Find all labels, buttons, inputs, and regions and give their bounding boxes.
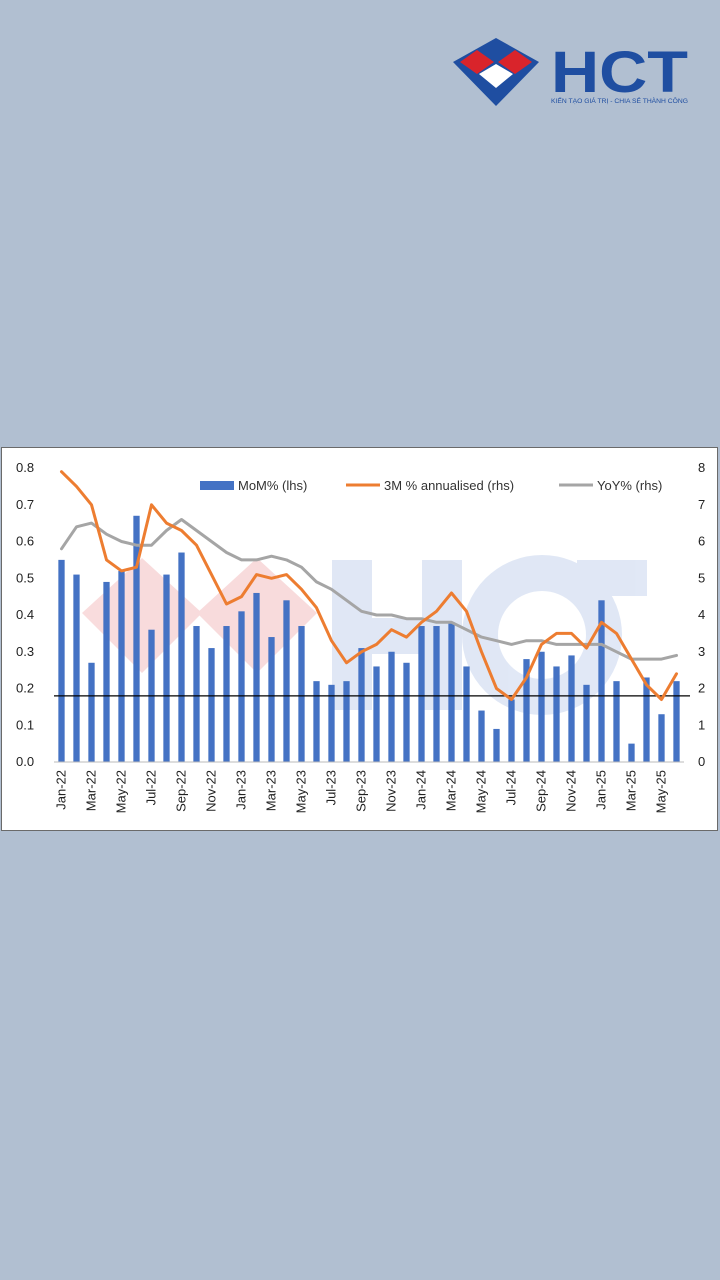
bar-mom bbox=[418, 626, 425, 762]
brand-tagline: KIẾN TẠO GIÁ TRỊ - CHIA SẺ THÀNH CÔNG bbox=[551, 95, 688, 105]
x-tick-label: Jul-23 bbox=[324, 770, 339, 805]
x-tick-label: Nov-24 bbox=[564, 770, 579, 812]
bar-mom bbox=[673, 681, 680, 762]
y-left-tick-label: 0.8 bbox=[16, 460, 34, 475]
line-yoy bbox=[60, 518, 678, 661]
hct-logo: HCT KIẾN TẠO GIÁ TRỊ - CHIA SẺ THÀNH CÔN… bbox=[450, 36, 695, 108]
chart-card: 0.0 0.1 0.2 0.3 0.4 0.5 0.6 0.7 0.8 0 1 2 3 4 5 6 7 8 Jan-… bbox=[1, 447, 718, 831]
y-left-tick-label: 0.5 bbox=[16, 570, 34, 585]
x-tick-label: Sep-22 bbox=[174, 770, 189, 812]
bar-mom bbox=[628, 743, 635, 762]
y-right-tick-label: 0 bbox=[698, 754, 705, 769]
bar-mom bbox=[58, 559, 65, 762]
bar-mom bbox=[178, 552, 185, 762]
bar-mom bbox=[553, 666, 560, 762]
chart-legend: MoM% (lhs) 3M % annualised (rhs) YoY% (rhs… bbox=[200, 478, 662, 493]
bar-mom bbox=[613, 681, 620, 762]
x-tick-label: Mar-24 bbox=[444, 770, 459, 811]
bar-mom bbox=[343, 681, 350, 762]
y-right-tick-label: 5 bbox=[698, 570, 705, 585]
x-tick-label: Sep-24 bbox=[534, 770, 549, 812]
bar-mom bbox=[103, 581, 110, 762]
y-left-tick-label: 0.2 bbox=[16, 681, 34, 696]
watermark-letter-stroke bbox=[332, 560, 372, 710]
bar-mom bbox=[508, 699, 515, 762]
legend-label: YoY% (rhs) bbox=[597, 478, 662, 493]
watermark-letter-stroke bbox=[422, 560, 462, 710]
x-tick-label: Jul-22 bbox=[144, 770, 159, 805]
brand-wordmark: HCT bbox=[551, 40, 688, 105]
y-left-tick-label: 0.0 bbox=[16, 754, 34, 769]
bar-mom bbox=[253, 592, 260, 762]
bar-mom bbox=[583, 684, 590, 762]
bar-mom bbox=[283, 600, 290, 762]
legend-swatch-bar bbox=[200, 481, 234, 490]
bar-mom bbox=[643, 677, 650, 762]
bar-mom bbox=[493, 728, 500, 762]
bar-mom bbox=[328, 684, 335, 762]
y-right-tick-label: 2 bbox=[698, 681, 705, 696]
x-tick-label: Jan-24 bbox=[414, 770, 429, 810]
bar-mom bbox=[598, 600, 605, 762]
y-left-tick-label: 0.6 bbox=[16, 534, 34, 549]
legend-label: MoM% (lhs) bbox=[238, 478, 307, 493]
x-tick-label: Mar-23 bbox=[264, 770, 279, 811]
x-tick-label: May-23 bbox=[294, 770, 309, 813]
watermark-logo bbox=[82, 555, 647, 715]
x-tick-label: Sep-23 bbox=[354, 770, 369, 812]
bar-mom bbox=[448, 622, 455, 762]
x-tick-label: Mar-22 bbox=[84, 770, 99, 811]
bar-mom bbox=[223, 626, 230, 762]
diamond-logo-mark bbox=[453, 38, 539, 106]
y-right-tick-label: 8 bbox=[698, 460, 705, 475]
bar-mom bbox=[268, 637, 275, 762]
y-left-tick-label: 0.1 bbox=[16, 717, 34, 732]
y-right-tick-label: 4 bbox=[698, 607, 705, 622]
x-tick-label: Jan-22 bbox=[54, 770, 69, 810]
x-tick-label: May-25 bbox=[654, 770, 669, 813]
watermark-letter-stroke bbox=[577, 560, 647, 596]
bar-mom bbox=[658, 714, 665, 762]
bar-mom bbox=[358, 648, 365, 762]
bar-mom bbox=[133, 515, 140, 762]
y-right-tick-label: 1 bbox=[698, 717, 705, 732]
y-right-tick-label: 7 bbox=[698, 497, 705, 512]
bar-mom bbox=[298, 626, 305, 762]
bar-mom bbox=[463, 666, 470, 762]
x-tick-label: May-22 bbox=[114, 770, 129, 813]
x-tick-label: Nov-22 bbox=[204, 770, 219, 812]
bar-mom bbox=[238, 611, 245, 762]
bar-mom bbox=[523, 659, 530, 762]
bar-mom bbox=[568, 655, 575, 762]
x-tick-label: Mar-25 bbox=[624, 770, 639, 811]
bar-mom bbox=[73, 574, 80, 762]
bar-mom bbox=[208, 648, 215, 762]
y-left-tick-label: 0.3 bbox=[16, 644, 34, 659]
y-right-tick-label: 3 bbox=[698, 644, 705, 659]
legend-label: 3M % annualised (rhs) bbox=[384, 478, 514, 493]
y-left-tick-label: 0.4 bbox=[16, 607, 34, 622]
x-tick-label: Nov-23 bbox=[384, 770, 399, 812]
y-left-tick-label: 0.7 bbox=[16, 497, 34, 512]
bar-mom bbox=[433, 626, 440, 762]
x-tick-label: Jan-23 bbox=[234, 770, 249, 810]
x-tick-label: Jul-24 bbox=[504, 770, 519, 805]
bar-mom bbox=[373, 666, 380, 762]
x-tick-label: May-24 bbox=[474, 770, 489, 813]
bar-mom bbox=[118, 570, 125, 762]
bar-mom bbox=[163, 574, 170, 762]
bar-mom bbox=[478, 710, 485, 762]
bar-mom bbox=[313, 681, 320, 762]
inflation-chart: 0.0 0.1 0.2 0.3 0.4 0.5 0.6 0.7 0.8 0 1 2 3 4 5 6 7 8 Jan-… bbox=[16, 460, 705, 813]
bar-mom bbox=[193, 626, 200, 762]
bar-mom bbox=[88, 662, 95, 762]
line-3m-annualised bbox=[60, 470, 678, 701]
bar-mom bbox=[388, 651, 395, 762]
watermark-diamond-left bbox=[82, 558, 202, 673]
bar-mom bbox=[538, 651, 545, 762]
watermark-letter-stroke bbox=[332, 618, 462, 654]
bar-mom bbox=[403, 662, 410, 762]
y-right-tick-label: 6 bbox=[698, 534, 705, 549]
x-tick-label: Jan-25 bbox=[594, 770, 609, 810]
